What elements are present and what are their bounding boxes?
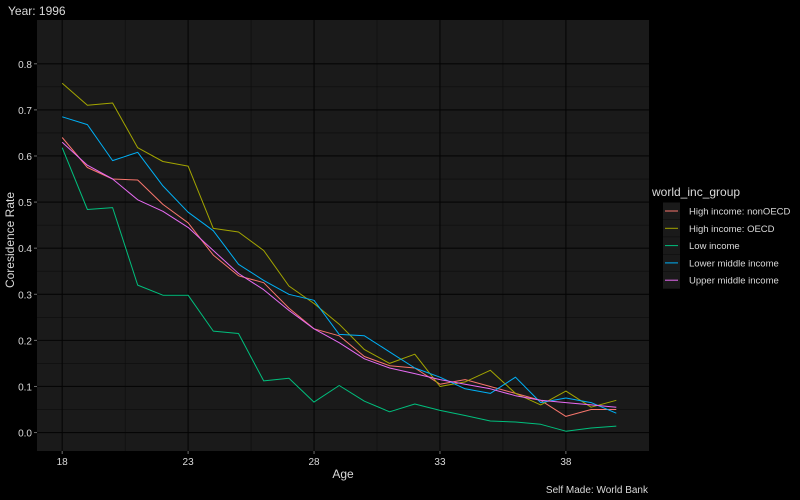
y-tick-label: 0.4 (18, 244, 32, 255)
chart-title: Year: 1996 (8, 4, 66, 18)
y-tick-label: 0.5 (18, 198, 32, 209)
legend-label: Lower middle income (689, 258, 779, 269)
y-tick-label: 0.3 (18, 290, 32, 301)
y-axis: 0.0 0.1 0.2 0.3 0.4 0.5 0.6 0.7 0.8 (18, 60, 37, 440)
x-tick-label: 38 (560, 457, 572, 468)
series-line-lower-middle-income (62, 116, 617, 414)
y-tick-label: 0.0 (18, 429, 32, 440)
x-axis-label: Age (332, 467, 354, 481)
y-tick-label: 0.6 (18, 152, 32, 163)
legend-title: world_inc_group (651, 185, 740, 199)
x-tick-label: 28 (308, 457, 320, 468)
y-axis-label: Coresidence Rate (3, 192, 17, 288)
y-tick-label: 0.1 (18, 382, 32, 393)
legend-label: High income: nonOECD (689, 207, 791, 218)
series-line-high-income-nonoecd (61, 137, 617, 417)
major-gridlines (37, 20, 649, 451)
legend-label: Low income (689, 241, 740, 252)
minor-gridlines (37, 20, 649, 451)
series-line-upper-middle-income (61, 141, 617, 408)
x-tick-label: 33 (434, 457, 446, 468)
series-line-low-income (61, 147, 617, 432)
y-tick-label: 0.7 (18, 106, 32, 117)
series-lines (61, 82, 617, 432)
legend-label: High income: OECD (689, 224, 775, 235)
x-tick-label: 23 (183, 457, 195, 468)
x-tick-label: 18 (57, 457, 69, 468)
chart-caption: Self Made: World Bank (546, 485, 649, 496)
y-tick-label: 0.8 (18, 60, 32, 71)
legend: world_inc_group High income: nonOECD High… (651, 185, 791, 289)
x-axis: 18 23 28 33 38 (57, 451, 572, 468)
legend-label: Upper middle income (689, 276, 779, 287)
y-tick-label: 0.2 (18, 336, 32, 347)
plot-panel (37, 20, 649, 451)
